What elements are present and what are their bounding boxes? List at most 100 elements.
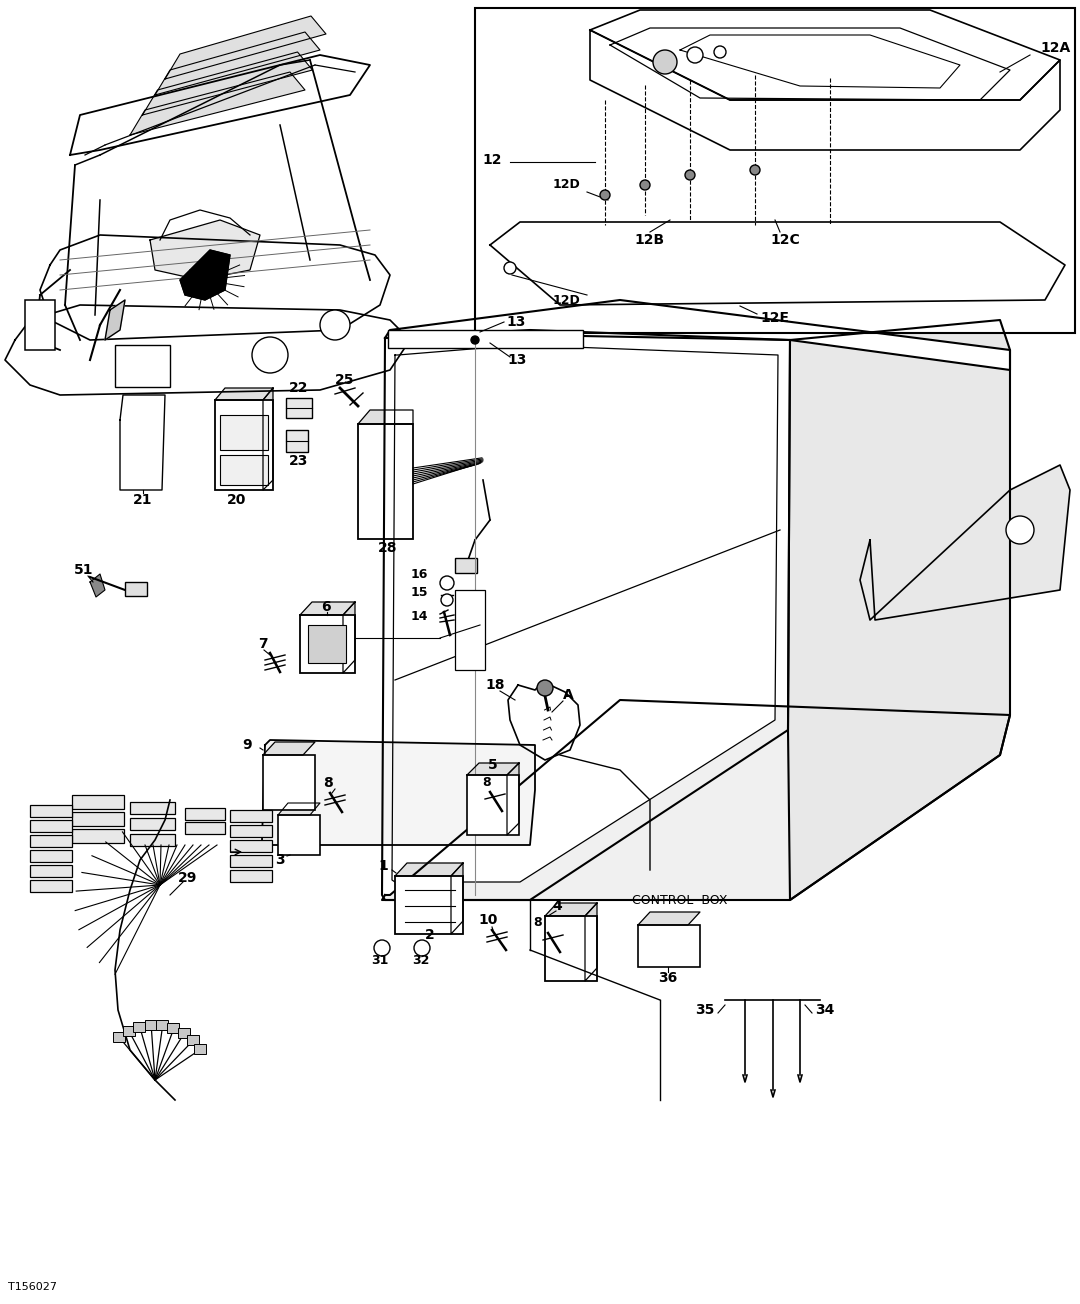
Text: 21: 21 bbox=[133, 493, 152, 507]
Text: 12B: 12B bbox=[635, 233, 665, 246]
Polygon shape bbox=[395, 863, 463, 876]
Circle shape bbox=[687, 47, 703, 63]
Bar bbox=[30, 835, 72, 848]
Bar bbox=[30, 805, 72, 818]
Polygon shape bbox=[392, 346, 778, 882]
Bar bbox=[133, 1022, 145, 1031]
Bar bbox=[167, 1024, 179, 1033]
Bar bbox=[475, 8, 1075, 333]
Polygon shape bbox=[508, 685, 580, 760]
Polygon shape bbox=[860, 466, 1070, 619]
Text: 12A: 12A bbox=[1040, 40, 1070, 55]
Text: 13: 13 bbox=[508, 353, 527, 366]
Text: 3: 3 bbox=[275, 853, 285, 867]
Text: 34: 34 bbox=[815, 1003, 835, 1017]
Circle shape bbox=[685, 170, 696, 180]
Bar bbox=[145, 1020, 157, 1030]
Bar bbox=[178, 1028, 190, 1038]
Bar bbox=[25, 300, 55, 349]
Bar bbox=[215, 400, 273, 490]
Polygon shape bbox=[467, 763, 519, 775]
Polygon shape bbox=[590, 10, 1059, 100]
Bar bbox=[130, 835, 175, 846]
Bar bbox=[123, 1026, 135, 1035]
Text: 8: 8 bbox=[483, 776, 491, 789]
Text: 8: 8 bbox=[534, 917, 542, 930]
Polygon shape bbox=[70, 55, 370, 155]
Polygon shape bbox=[262, 739, 535, 845]
Text: 9: 9 bbox=[242, 738, 252, 752]
Polygon shape bbox=[215, 389, 273, 400]
Text: 20: 20 bbox=[227, 493, 246, 507]
Text: 31: 31 bbox=[372, 953, 389, 966]
Bar bbox=[230, 870, 272, 882]
Bar bbox=[638, 925, 700, 968]
Bar bbox=[185, 808, 225, 820]
Bar bbox=[230, 825, 272, 837]
Bar bbox=[286, 430, 308, 452]
Text: 15: 15 bbox=[410, 585, 428, 599]
Polygon shape bbox=[5, 305, 410, 395]
Bar bbox=[156, 1020, 168, 1030]
Circle shape bbox=[440, 576, 454, 589]
Bar bbox=[220, 415, 268, 450]
Polygon shape bbox=[545, 902, 597, 915]
Polygon shape bbox=[357, 409, 413, 424]
Text: 32: 32 bbox=[413, 953, 430, 966]
Circle shape bbox=[414, 940, 430, 956]
Text: 12: 12 bbox=[482, 153, 501, 167]
Polygon shape bbox=[343, 602, 355, 673]
Polygon shape bbox=[264, 389, 273, 490]
Text: 4: 4 bbox=[552, 898, 562, 913]
Circle shape bbox=[471, 336, 480, 344]
Polygon shape bbox=[143, 52, 312, 115]
Text: A: A bbox=[563, 689, 573, 702]
Polygon shape bbox=[788, 319, 1010, 900]
Bar bbox=[187, 1035, 199, 1045]
Circle shape bbox=[441, 595, 453, 606]
Text: 10: 10 bbox=[478, 913, 498, 927]
Bar bbox=[395, 876, 463, 934]
Bar bbox=[545, 915, 597, 981]
Text: 22: 22 bbox=[289, 381, 309, 395]
Circle shape bbox=[600, 190, 610, 200]
Text: 51: 51 bbox=[75, 563, 94, 576]
Bar bbox=[72, 829, 124, 842]
Circle shape bbox=[653, 50, 677, 74]
Polygon shape bbox=[610, 27, 1010, 100]
Polygon shape bbox=[507, 763, 519, 835]
Polygon shape bbox=[105, 300, 125, 340]
Circle shape bbox=[374, 940, 390, 956]
Text: 12E: 12E bbox=[760, 310, 789, 325]
Text: T156027: T156027 bbox=[8, 1282, 57, 1292]
Bar bbox=[130, 818, 175, 831]
Polygon shape bbox=[590, 30, 1059, 150]
Bar bbox=[114, 346, 170, 387]
Bar bbox=[308, 625, 346, 662]
Bar bbox=[30, 865, 72, 878]
Polygon shape bbox=[384, 300, 1010, 370]
Polygon shape bbox=[90, 574, 105, 597]
Polygon shape bbox=[490, 222, 1065, 305]
Polygon shape bbox=[585, 902, 597, 981]
Text: 28: 28 bbox=[378, 541, 397, 556]
Polygon shape bbox=[382, 330, 789, 900]
Text: 23: 23 bbox=[289, 454, 309, 468]
Bar bbox=[130, 802, 175, 814]
Bar bbox=[230, 855, 272, 867]
Polygon shape bbox=[150, 220, 260, 280]
Polygon shape bbox=[382, 700, 1010, 900]
Bar bbox=[185, 822, 225, 835]
Text: CONTROL  BOX: CONTROL BOX bbox=[632, 893, 728, 906]
Polygon shape bbox=[638, 911, 700, 925]
Polygon shape bbox=[300, 602, 355, 615]
Text: 16: 16 bbox=[410, 567, 428, 580]
Circle shape bbox=[252, 336, 288, 373]
Polygon shape bbox=[156, 33, 320, 95]
Circle shape bbox=[750, 166, 760, 175]
Bar bbox=[357, 424, 413, 539]
Bar bbox=[278, 815, 320, 855]
Circle shape bbox=[714, 46, 726, 57]
Text: 12C: 12C bbox=[770, 233, 800, 246]
Polygon shape bbox=[264, 742, 315, 755]
